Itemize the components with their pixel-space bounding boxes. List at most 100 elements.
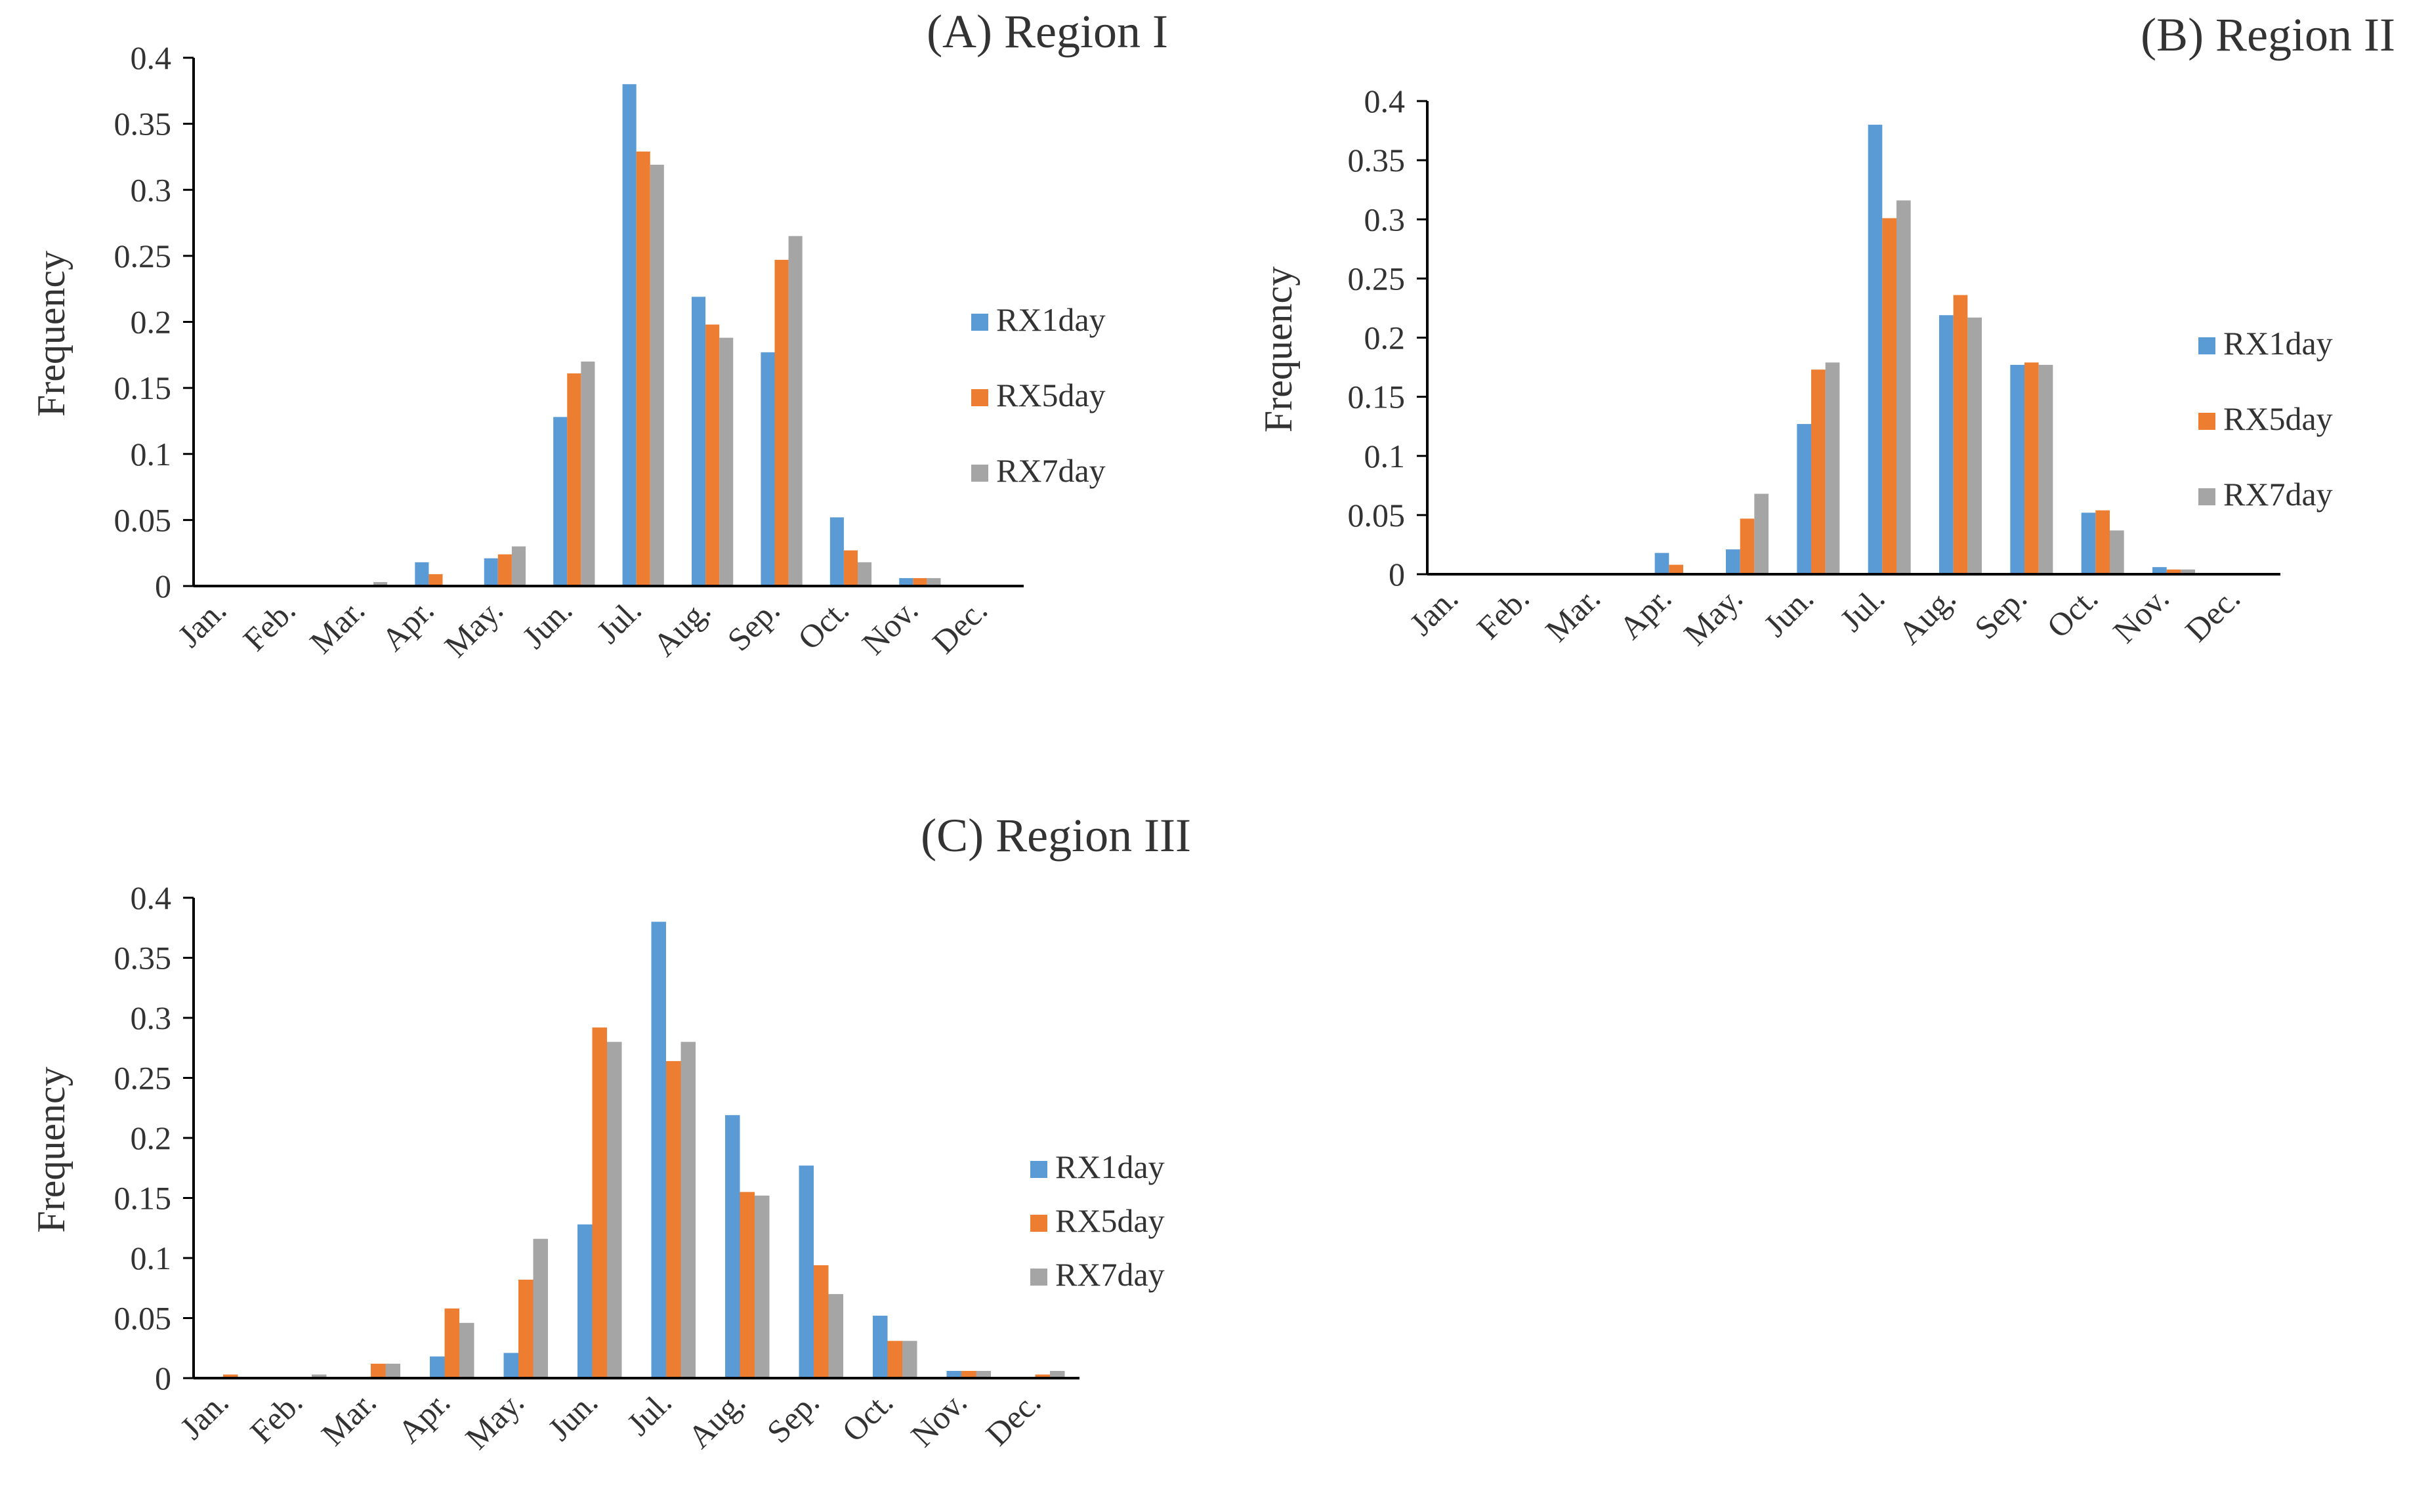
bar-rx5day-may (1740, 518, 1755, 574)
bar-rx1day-aug (692, 297, 706, 586)
y-tick-label: 0.4 (1364, 83, 1406, 119)
bar-rx1day-nov (899, 578, 913, 586)
y-tick-label: 0.4 (131, 879, 172, 916)
bar-rx1day-jun (1797, 424, 1811, 574)
bar-rx5day-sep (814, 1265, 829, 1378)
x-tick-label: Dec. (978, 1383, 1047, 1452)
bar-rx7day-aug (1967, 317, 1982, 574)
bar-rx5day-mar (371, 1364, 386, 1378)
x-tick-label: Oct. (791, 591, 856, 656)
x-tick-label: Jun. (515, 591, 579, 656)
bar-rx7day-aug (755, 1195, 770, 1378)
bar-rx7day-dec (1050, 1371, 1065, 1378)
y-tick-label: 0.25 (114, 1060, 172, 1097)
y-tick-label: 0.3 (1364, 201, 1406, 238)
bar-rx1day-nov (946, 1371, 961, 1378)
y-axis-title: Frequency (1257, 266, 1300, 432)
y-tick-label: 0.15 (114, 369, 172, 406)
x-tick-label: May. (437, 591, 510, 664)
legend-label-rx1day: RX1day (996, 301, 1106, 338)
bar-rx1day-aug (725, 1115, 740, 1378)
y-tick-label: 0.05 (1348, 497, 1406, 534)
bar-rx7day-mar (373, 581, 388, 586)
bar-rx5day-may (518, 1279, 534, 1378)
legend-swatch-rx1day (971, 314, 988, 331)
bar-rx5day-jan (223, 1374, 238, 1378)
x-tick-label: Jan. (173, 1383, 236, 1446)
legend-swatch-rx5day (2198, 413, 2215, 430)
bar-rx1day-jun (577, 1224, 593, 1378)
x-tick-label: Feb. (1469, 579, 1536, 646)
x-tick-label: Jan. (171, 591, 234, 654)
x-tick-label: Apr. (1612, 579, 1678, 646)
x-tick-label: Aug. (681, 1383, 752, 1455)
x-tick-label: Nov. (2106, 579, 2176, 650)
bar-rx7day-feb (312, 1374, 327, 1378)
chart-region-2: (B) Region II 0 0.05 0.1 0.15 0.2 0.25 0.3 0.35 0… (1257, 9, 2395, 652)
y-tick-label: 0.1 (1364, 438, 1406, 474)
bar-rx7day-nov (2181, 569, 2195, 574)
x-tick-label: Apr. (390, 1383, 457, 1450)
x-tick-label: Dec. (925, 591, 994, 660)
bar-rx7day-oct (858, 562, 872, 586)
x-tick-label: Jun. (1757, 579, 1821, 644)
bar-rx7day-jul (681, 1041, 696, 1378)
x-tick-label: Feb. (236, 591, 302, 658)
bar-rx5day-sep (2024, 362, 2039, 574)
chart-title: (C) Region III (921, 809, 1191, 862)
y-tick-label: 0.3 (131, 171, 172, 208)
x-tick-label: Feb. (243, 1383, 309, 1450)
bar-rx1day-apr (430, 1356, 445, 1378)
bar-rx1day-sep (799, 1166, 814, 1378)
y-tick-label: 0.05 (114, 1300, 172, 1337)
bar-rx5day-jul (636, 151, 650, 586)
bar-rx1day-may (1726, 549, 1740, 574)
bar-rx5day-oct (843, 550, 858, 586)
bar-rx1day-may (503, 1353, 518, 1378)
bar-rx7day-jun (1825, 362, 1840, 574)
bar-rx1day-jun (553, 417, 568, 586)
legend-swatch-rx7day (971, 465, 988, 482)
chart-title: (B) Region II (2141, 9, 2395, 61)
chart-title: (A) Region I (927, 5, 1168, 58)
bar-rx5day-jun (592, 1027, 607, 1378)
bar-rx5day-apr (429, 574, 443, 586)
x-tick-label: Oct. (835, 1383, 900, 1448)
bar-rx1day-jul (651, 921, 666, 1378)
y-tick-label: 0 (155, 568, 171, 604)
legend-swatch-rx1day (1030, 1161, 1047, 1178)
y-tick-label: 0.15 (1348, 379, 1406, 415)
y-tick-label: 0.2 (131, 1120, 172, 1156)
bar-rx5day-jul (666, 1060, 681, 1378)
x-tick-label: Nov. (855, 591, 925, 662)
x-tick-label: Jun. (541, 1383, 605, 1448)
y-axis-title: Frequency (30, 1066, 73, 1232)
chart-region-1: (A) Region I 0 0.05 0.1 0.15 0.2 0.25 0.3 0.35 0.… (30, 5, 1168, 664)
bar-rx1day-oct (873, 1315, 888, 1378)
x-tick-label: Jan. (1402, 579, 1465, 642)
x-tick-label: Aug. (646, 591, 717, 663)
x-tick-label: May. (458, 1383, 531, 1456)
bar-rx1day-jul (1868, 125, 1883, 575)
bar-rx1day-oct (2081, 513, 2096, 574)
y-tick-label: 0.1 (131, 1240, 172, 1276)
bar-rx7day-mar (385, 1364, 400, 1378)
bar-rx5day-jul (1882, 218, 1896, 574)
bar-rx1day-apr (415, 562, 429, 586)
bar-rx7day-apr (459, 1322, 474, 1378)
legend-label-rx7day: RX7day (2223, 476, 2333, 513)
x-tick-label: Oct. (2040, 579, 2105, 644)
x-tick-label: Sep. (760, 1383, 826, 1450)
x-tick-label: Nov. (904, 1383, 974, 1454)
bar-rx1day-aug (1939, 315, 1954, 574)
x-tick-label: May. (1677, 579, 1749, 652)
y-tick-label: 0.35 (114, 940, 172, 976)
bar-rx5day-aug (705, 324, 720, 586)
bar-rx7day-may (1754, 494, 1769, 574)
x-tick-label: Jul. (619, 1383, 679, 1442)
legend-label-rx7day: RX7day (996, 452, 1106, 489)
bar-rx7day-nov (976, 1371, 991, 1378)
legend-label-rx7day: RX7day (1055, 1256, 1165, 1293)
y-axis-title: Frequency (30, 251, 73, 417)
x-tick-label: Sep. (1967, 579, 2034, 646)
